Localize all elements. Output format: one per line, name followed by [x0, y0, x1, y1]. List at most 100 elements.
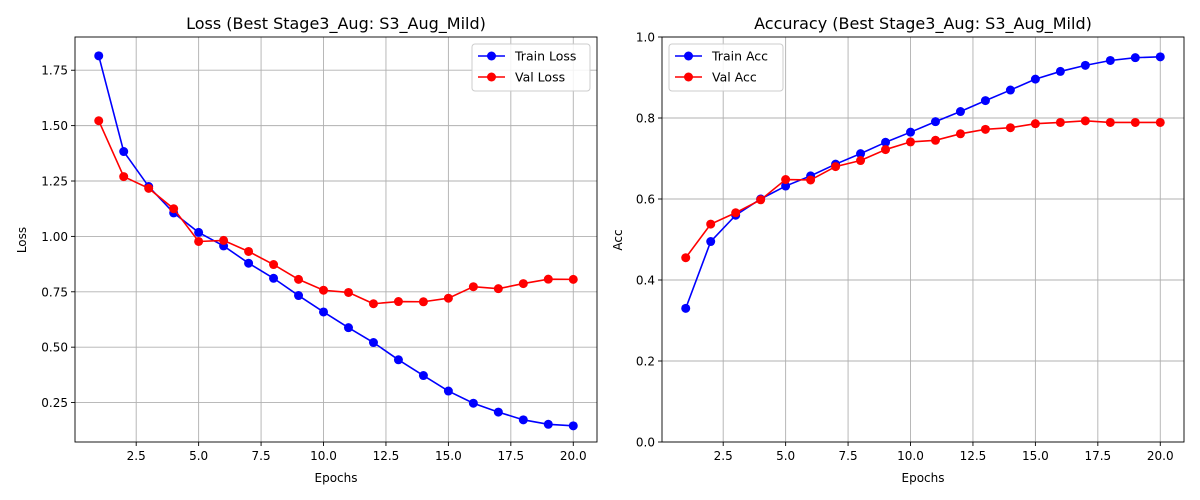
val-acc-point: [681, 253, 691, 263]
val-acc-point: [980, 124, 990, 134]
train-loss-point: [343, 323, 353, 333]
val-loss-point: [119, 172, 129, 182]
train-loss-point: [543, 419, 553, 429]
accuracy-axes-frame: [661, 36, 1185, 443]
loss-x-tick-label: 20.0: [560, 449, 587, 463]
accuracy-x-tick-label: 2.5: [714, 449, 733, 463]
train-loss-point: [443, 386, 453, 396]
loss-y-tick-label: 0.75: [41, 285, 68, 299]
val-acc-point: [731, 208, 741, 218]
loss-axes-frame: [74, 36, 598, 443]
train-loss-point: [368, 338, 378, 348]
val-loss-point: [343, 287, 353, 297]
val-acc-point: [930, 135, 940, 145]
accuracy-x-tick-label: 15.0: [1022, 449, 1049, 463]
val-loss-point: [568, 274, 578, 284]
train-acc-point: [781, 181, 791, 191]
val-loss-point: [319, 285, 329, 295]
train-loss-point: [468, 398, 478, 408]
loss-chart: 2.5 5.0 7.5 10.0 12.5 15.0 17.5 20.0 0.25 0.50 0.7…: [15, 14, 598, 485]
loss-legend-train-marker: [487, 51, 496, 61]
train-acc-point: [681, 303, 691, 313]
train-loss-point: [119, 147, 129, 157]
loss-x-tick-label: 7.5: [252, 449, 271, 463]
val-loss-point: [493, 284, 503, 294]
val-loss-point: [443, 293, 453, 303]
loss-y-tick-label: 1.75: [41, 64, 68, 78]
val-acc-point: [881, 145, 891, 155]
val-loss-point: [468, 282, 478, 292]
val-loss-point: [144, 183, 154, 193]
train-acc-point: [1130, 53, 1140, 63]
val-acc-point: [1130, 117, 1140, 127]
val-loss-point: [269, 260, 279, 270]
val-acc-point: [756, 195, 766, 205]
accuracy-x-tick-label: 12.5: [960, 449, 987, 463]
val-loss-point: [94, 116, 104, 126]
loss-plot-area: [75, 37, 597, 442]
train-acc-point: [906, 127, 916, 137]
accuracy-y-tick-label: 1.0: [636, 31, 655, 45]
accuracy-chart: 2.5 5.0 7.5 10.0 12.5 15.0 17.5 20.0 0.0 0.2 0.4 0.…: [611, 14, 1185, 485]
train-loss-point: [269, 273, 279, 283]
accuracy-series: [681, 52, 1165, 313]
loss-y-tick-label: 0.50: [41, 341, 68, 355]
train-loss-point: [294, 291, 304, 301]
loss-chart-title: Loss (Best Stage3_Aug: S3_Aug_Mild): [186, 14, 486, 34]
val-acc-point: [806, 175, 816, 185]
accuracy-ticks: 2.5 5.0 7.5 10.0 12.5 15.0 17.5 20.0 0.0 0.2 0.4 0.…: [636, 31, 1174, 464]
train-acc-point: [1030, 74, 1040, 84]
accuracy-legend-train-label: Train Acc: [711, 49, 768, 64]
loss-legend: Train Loss Val Loss: [471, 43, 591, 92]
loss-x-tick-label: 17.5: [497, 449, 524, 463]
accuracy-y-tick-label: 0.4: [636, 274, 655, 288]
train-acc-point: [1055, 66, 1065, 76]
accuracy-x-tick-label: 10.0: [897, 449, 924, 463]
train-loss-point: [94, 51, 104, 61]
train-acc-point: [1080, 60, 1090, 70]
loss-y-tick-label: 0.25: [41, 396, 68, 410]
loss-series: [94, 51, 578, 431]
train-loss-point: [518, 415, 528, 425]
train-loss-point: [393, 355, 403, 365]
train-acc-point: [856, 149, 866, 159]
val-acc-point: [1030, 119, 1040, 129]
loss-x-tick-label: 2.5: [127, 449, 146, 463]
loss-legend-val-marker: [487, 72, 496, 82]
loss-y-tick-label: 1.00: [41, 230, 68, 244]
accuracy-y-axis-label: Acc: [611, 229, 625, 250]
val-acc-point: [1155, 117, 1165, 127]
train-loss-point: [244, 258, 254, 268]
accuracy-y-tick-label: 0.0: [636, 436, 655, 450]
val-acc-point: [706, 219, 716, 229]
train-loss-point: [568, 421, 578, 431]
accuracy-x-axis-label: Epochs: [902, 471, 945, 485]
accuracy-plot-area: [662, 37, 1184, 442]
val-loss-point: [244, 246, 254, 256]
val-loss-point: [543, 274, 553, 284]
train-acc-point: [1155, 52, 1165, 62]
accuracy-x-tick-label: 20.0: [1147, 449, 1174, 463]
val-loss-point: [393, 297, 403, 307]
accuracy-x-tick-label: 17.5: [1084, 449, 1111, 463]
loss-x-axis-label: Epochs: [315, 471, 358, 485]
train-acc-point: [930, 117, 940, 127]
loss-x-tick-label: 5.0: [189, 449, 208, 463]
val-acc-point: [781, 175, 791, 185]
loss-legend-val-label: Val Loss: [515, 70, 565, 85]
loss-y-tick-label: 1.50: [41, 119, 68, 133]
val-acc-point: [1080, 116, 1090, 126]
val-loss-point: [294, 274, 304, 284]
accuracy-x-tick-label: 7.5: [839, 449, 858, 463]
loss-x-tick-label: 15.0: [435, 449, 462, 463]
val-acc-point: [1105, 117, 1115, 127]
train-acc-point: [980, 96, 990, 106]
loss-x-tick-label: 12.5: [373, 449, 400, 463]
train-loss-point: [418, 371, 428, 381]
val-loss-point: [194, 236, 204, 246]
accuracy-y-tick-label: 0.6: [636, 193, 655, 207]
val-acc-point: [831, 162, 841, 172]
train-acc-point: [1005, 85, 1015, 95]
train-acc-point: [955, 107, 965, 117]
